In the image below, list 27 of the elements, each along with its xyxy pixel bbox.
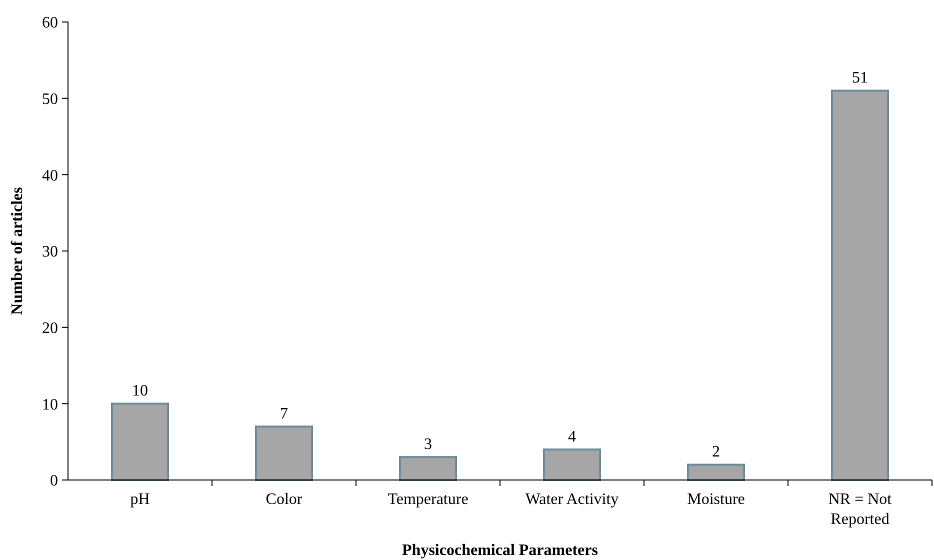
y-tick-label: 40	[42, 167, 58, 184]
bar	[399, 456, 457, 481]
y-tick-label: 50	[42, 90, 58, 108]
y-tick-label: 10	[42, 396, 58, 414]
bar	[687, 464, 745, 481]
y-axis-title: Number of articles	[9, 187, 26, 315]
data-label: 7	[280, 406, 288, 423]
x-tick-label: Color	[266, 491, 303, 508]
x-tick-label: Moisture	[687, 491, 745, 508]
bar	[831, 90, 889, 481]
y-tick-label: 0	[50, 472, 58, 490]
x-axis-title: Physicochemical Parameters	[402, 542, 598, 559]
y-tick-label: 20	[42, 320, 58, 337]
x-tick-label: pH	[130, 491, 150, 508]
x-tick-label: NR = Not Reported	[828, 491, 892, 528]
bar	[543, 448, 601, 481]
bar	[255, 426, 313, 481]
y-tick-label: 60	[42, 14, 58, 32]
data-label: 51	[852, 70, 868, 87]
data-label: 2	[712, 444, 720, 461]
y-tick-label: 30	[42, 244, 58, 261]
data-label: 3	[424, 436, 432, 454]
data-label: 10	[132, 382, 148, 400]
x-tick-label: Water Activity	[525, 491, 619, 508]
x-tick-label: Temperature	[388, 491, 468, 508]
data-label: 4	[568, 428, 576, 446]
bar	[111, 402, 169, 481]
